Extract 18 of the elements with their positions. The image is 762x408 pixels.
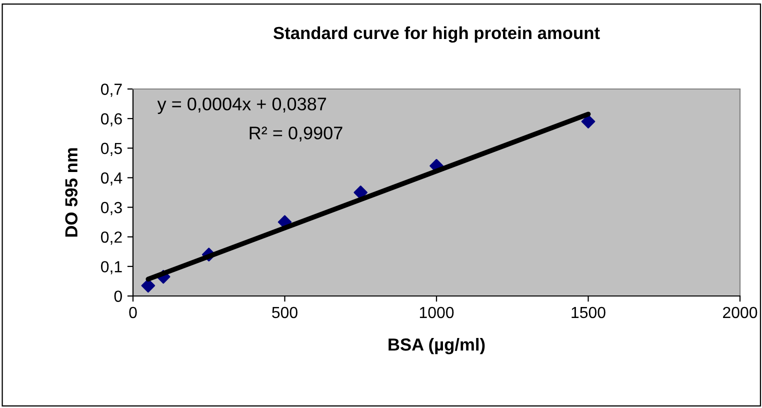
x-tick-label: 500 xyxy=(272,306,298,318)
x-tick-label: 1000 xyxy=(420,306,454,318)
y-tick-label: 0,6 xyxy=(101,113,122,126)
x-tick-label: 1500 xyxy=(572,306,606,318)
x-tick-label: 2000 xyxy=(723,306,758,318)
annotation: R² = 0,9907 xyxy=(250,126,342,142)
y-tick-label: 0,4 xyxy=(101,172,122,186)
x-tick-label: 0 xyxy=(129,306,137,318)
x-axis-title: BSA (µg/ml) xyxy=(388,338,485,354)
y-tick-label: 0 xyxy=(114,290,122,302)
y-tick-label: 0,3 xyxy=(101,202,122,216)
y-tick-label: 0,5 xyxy=(101,142,122,156)
annotation: y = 0,0004x + 0,0387 xyxy=(157,98,326,114)
chart-title: Standard curve for high protein amount xyxy=(274,26,600,43)
y-axis-title: DO 595 nm xyxy=(65,148,78,237)
y-tick-label: 0,2 xyxy=(101,231,122,245)
y-tick-label: 0,1 xyxy=(101,261,122,274)
y-tick-label: 0,7 xyxy=(101,84,122,97)
